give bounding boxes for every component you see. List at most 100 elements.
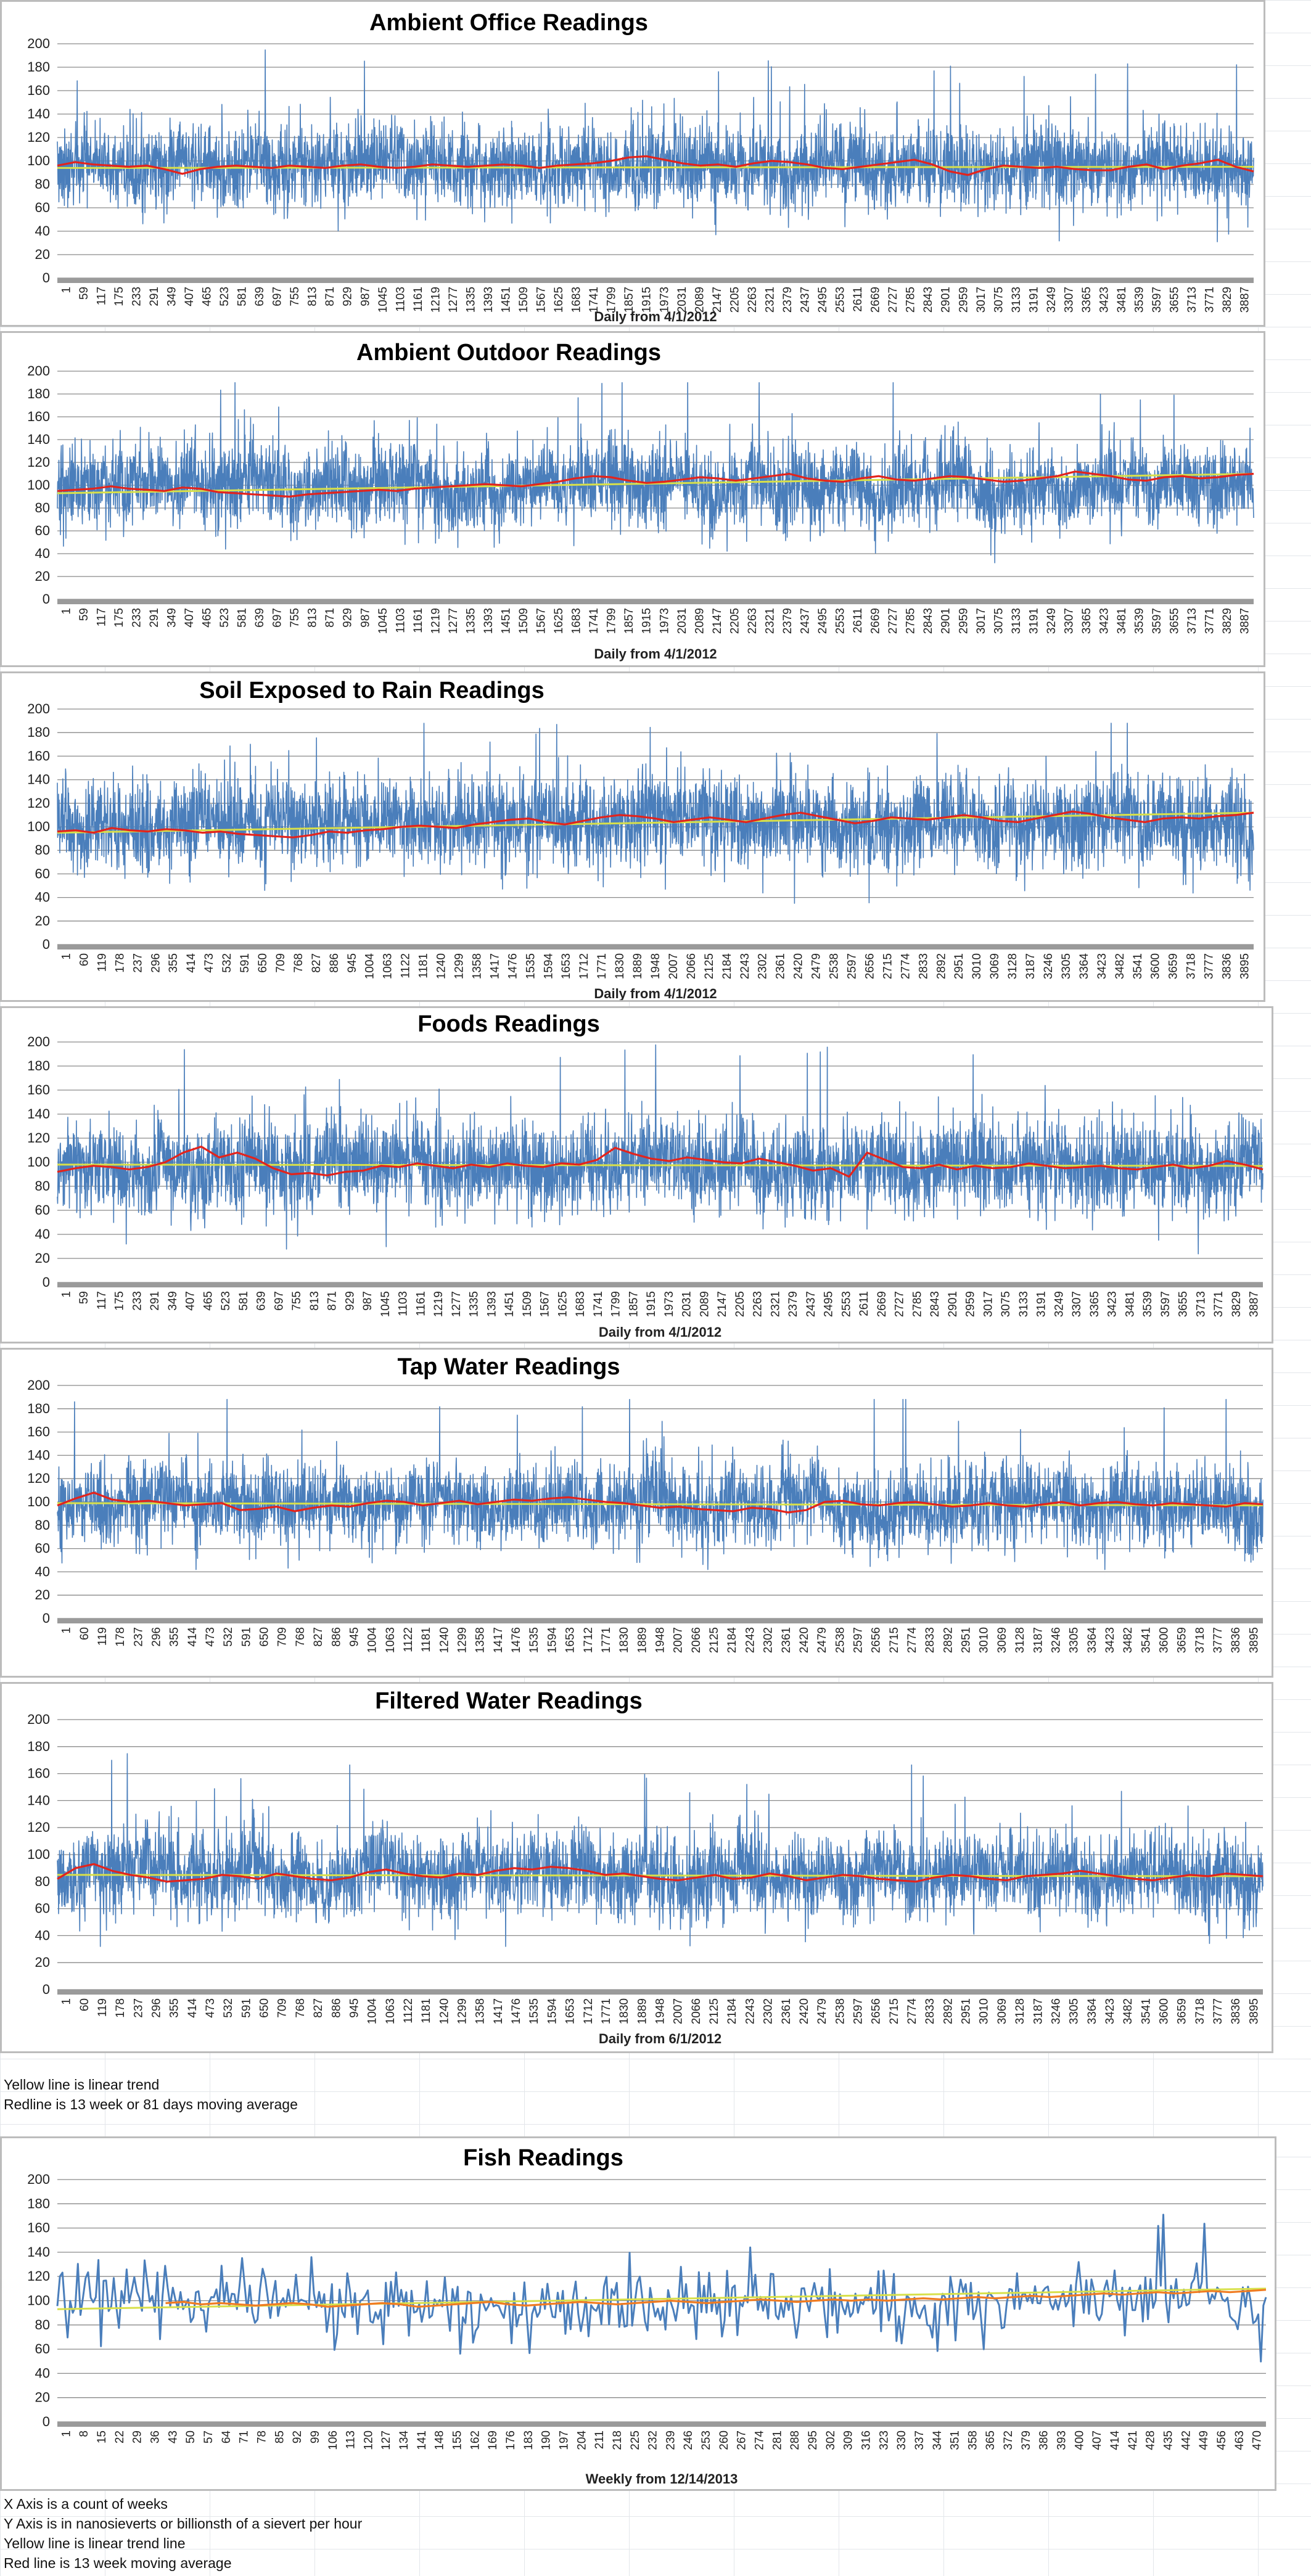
y-tick-label: 60	[35, 1901, 50, 1916]
x-tick-label: 3305	[1068, 1998, 1081, 2024]
x-tick-label: 871	[326, 1291, 339, 1311]
x-tick-label: 827	[310, 953, 323, 973]
x-tick-label: 3010	[978, 1998, 991, 2024]
x-tick-label: 1122	[400, 953, 413, 978]
x-tick-label: 421	[1127, 2430, 1140, 2450]
y-tick-label: 140	[27, 106, 50, 121]
x-tick-label: 827	[312, 1998, 325, 2018]
x-tick-label: 1889	[636, 1998, 649, 2024]
y-tick-label: 160	[27, 1082, 50, 1097]
x-tick-label: 3718	[1194, 1627, 1207, 1653]
x-tick-label: 372	[1002, 2430, 1015, 2450]
x-tick-label: 1122	[402, 1627, 415, 1652]
x-tick-label: 1004	[366, 1627, 379, 1654]
x-tick-label: 113	[345, 2430, 358, 2449]
x-tick-label: 211	[593, 2430, 606, 2449]
x-tick-label: 3133	[1010, 287, 1023, 313]
x-tick-label: 414	[1109, 2430, 1122, 2450]
y-tick-label: 140	[27, 1447, 50, 1462]
x-tick-label: 2611	[852, 287, 865, 312]
x-tick-label: 3249	[1045, 608, 1058, 634]
x-tick-label: 523	[218, 287, 231, 306]
x-tick-label: 1741	[588, 287, 601, 313]
chart-title: Tap Water Readings	[397, 1354, 620, 1380]
chart-soil-exposed-to-rain[interactable]: Soil Exposed to Rain Readings 0 20 40 60 80 10…	[0, 671, 1265, 1002]
moving-average-line	[165, 2289, 1267, 2308]
x-tick-label: 2437	[805, 1291, 818, 1317]
x-tick-label: 1771	[596, 953, 609, 979]
x-tick-label: 176	[504, 2430, 517, 2450]
x-tick-label: 2066	[690, 1627, 703, 1653]
chart-ambient-office[interactable]: Ambient Office Readings 0 20 40 60 80 100 120 14…	[0, 0, 1265, 327]
chart-ambient-outdoor[interactable]: Ambient Outdoor Readings 0 20 40 60 80 100 120 1…	[0, 331, 1265, 667]
x-tick-label: 407	[184, 1291, 197, 1311]
x-tick-label: 1181	[420, 1627, 433, 1652]
x-tick-label: 2361	[775, 953, 787, 979]
x-tick-label: 3887	[1248, 1291, 1261, 1317]
x-tick-label: 148	[434, 2430, 446, 2450]
x-tick-label: 1948	[654, 1627, 667, 1653]
x-tick-label: 3655	[1177, 1291, 1190, 1317]
x-tick-label: 2495	[816, 608, 829, 634]
x-tick-label: 2959	[957, 608, 970, 634]
x-tick-label: 204	[575, 2430, 588, 2450]
x-axis-line	[57, 1990, 1263, 1995]
x-tick-label: 2007	[672, 1998, 685, 2024]
chart-foods[interactable]: Foods Readings 0 20 40 60 80 100 120 140 160 180 20…	[0, 1006, 1273, 1343]
x-axis-line	[57, 1282, 1263, 1287]
x-tick-label: 3895	[1247, 1998, 1260, 2024]
x-tick-label: 355	[168, 1627, 181, 1647]
x-tick-label: 1	[60, 1627, 73, 1634]
chart-filtered-water[interactable]: Filtered Water Readings 0 20 40 60 80 100 120 14…	[0, 1682, 1273, 2053]
x-tick-label: 274	[754, 2430, 766, 2450]
x-tick-label: 237	[132, 1627, 145, 1647]
x-tick-label: 3305	[1060, 953, 1073, 979]
x-tick-label: 1335	[464, 608, 477, 634]
x-tick-label: 2597	[846, 953, 859, 979]
x-tick-label: 3659	[1176, 1627, 1189, 1653]
y-tick-label: 20	[35, 913, 50, 929]
x-axis-label: Daily from 4/1/2012	[594, 986, 717, 1000]
y-tick-label: 180	[27, 1401, 50, 1416]
x-tick-label: 697	[273, 1291, 286, 1311]
x-axis-label: Daily from 4/1/2012	[599, 1324, 721, 1340]
x-tick-label: 119	[96, 953, 109, 972]
x-tick-label: 1857	[627, 1291, 640, 1317]
x-tick-label: 2263	[752, 1291, 765, 1317]
x-tick-label: 233	[130, 287, 143, 306]
moving-average-line	[57, 470, 1254, 498]
x-tick-label: 92	[291, 2430, 304, 2443]
x-tick-label: 225	[629, 2430, 642, 2450]
y-tick-label: 80	[35, 2317, 50, 2332]
x-tick-label: 3829	[1221, 287, 1234, 313]
x-tick-label: 1240	[438, 1998, 451, 2024]
x-tick-label: 296	[149, 953, 162, 973]
x-tick-label: 2833	[924, 1627, 937, 1653]
y-tick-label: 100	[27, 1154, 50, 1170]
x-tick-label: 178	[114, 1998, 127, 2018]
y-tick-label: 180	[27, 2196, 50, 2211]
x-tick-label: 709	[276, 1627, 289, 1647]
y-tick-label: 0	[43, 1982, 50, 1997]
y-tick-label: 120	[27, 1471, 50, 1486]
x-tick-label: 523	[220, 1291, 232, 1311]
x-tick-label: 1161	[414, 1291, 427, 1316]
x-tick-label: 3246	[1050, 1627, 1062, 1653]
x-axis-line	[57, 278, 1254, 283]
x-tick-label: 3307	[1062, 287, 1075, 313]
x-tick-label: 117	[96, 1291, 109, 1310]
y-tick-label: 120	[27, 2268, 50, 2284]
x-tick-label: 473	[204, 1627, 217, 1647]
x-tick-label: 3249	[1045, 287, 1058, 313]
chart-tap-water[interactable]: Tap Water Readings 0 20 40 60 80 100 120 140 160 1…	[0, 1348, 1273, 1678]
x-tick-label: 3600	[1158, 1627, 1171, 1653]
x-axis-line	[57, 2422, 1266, 2427]
chart-svg: Soil Exposed to Rain Readings 0 20 40 60 80 10…	[27, 678, 1254, 1000]
x-tick-label: 532	[222, 1998, 235, 2018]
x-tick-label: 15	[96, 2430, 109, 2443]
x-tick-label: 2479	[816, 1998, 829, 2024]
chart-fish[interactable]: Fish Readings 0 20 40 60 80 100 120 140 160 180 200…	[0, 2136, 1276, 2491]
x-tick-label: 532	[221, 953, 234, 973]
y-tick-label: 100	[27, 2293, 50, 2308]
y-tick-label: 80	[35, 1874, 50, 1889]
